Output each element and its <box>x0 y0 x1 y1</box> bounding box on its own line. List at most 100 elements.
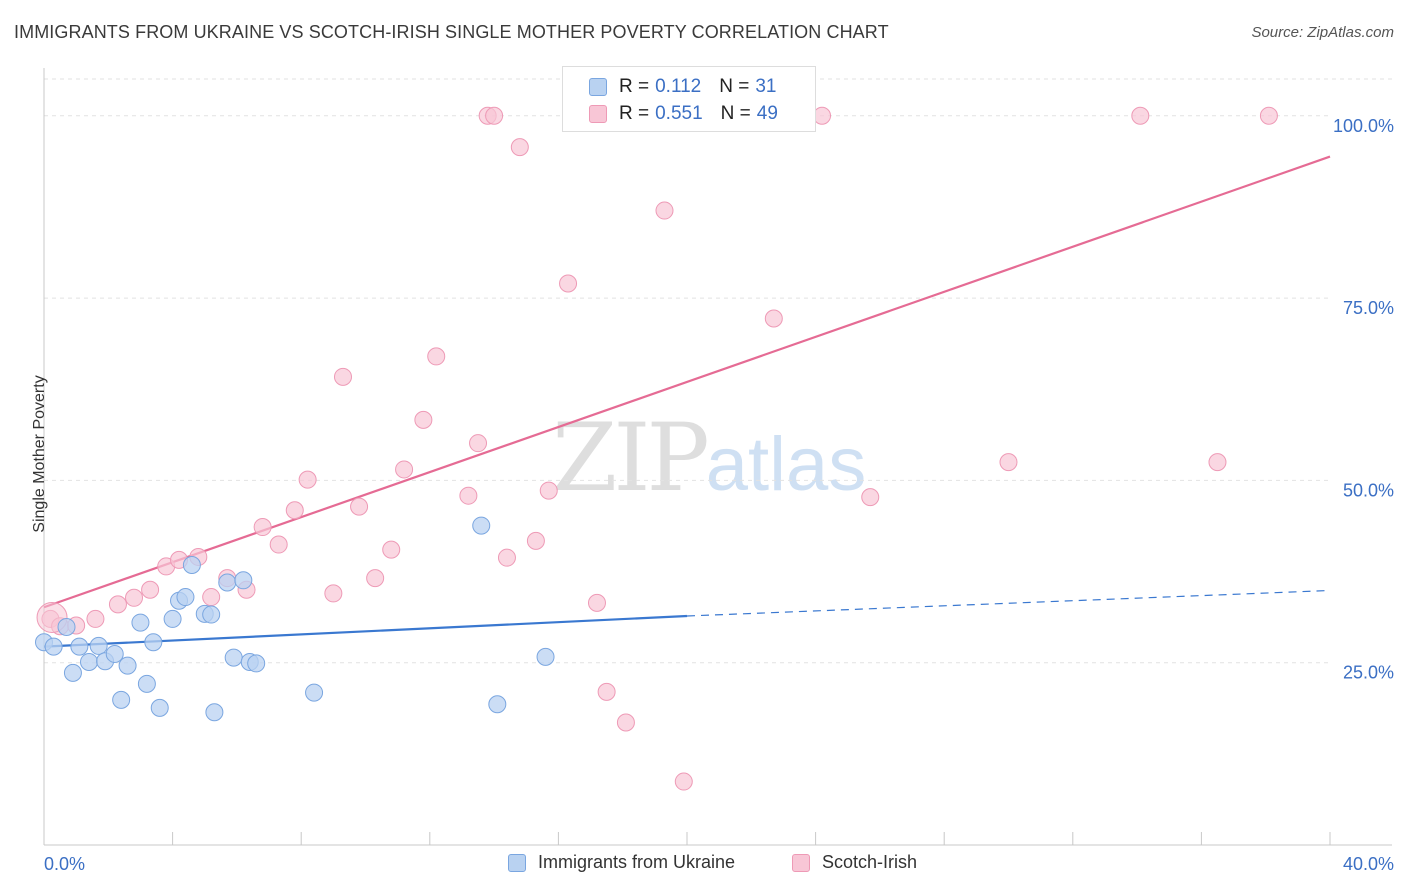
bottom-legend-swatch-ukraine <box>508 853 526 872</box>
correlation-legend: R = 0.112 N = 31 R = 0.551 N = 49 <box>562 66 816 132</box>
legend-r-label: R = <box>619 103 650 124</box>
data-point-scotch-irish <box>333 367 352 386</box>
data-point-scotch-irish <box>497 548 516 567</box>
data-point-scotch-irish <box>285 501 304 520</box>
data-point-scotch-irish <box>366 569 385 588</box>
legend-r-value: 0.551 <box>655 103 703 124</box>
y-tick-label: 100.0% <box>1333 116 1394 136</box>
data-point-scotch-irish <box>597 682 616 701</box>
data-point-scotch-irish <box>813 106 832 125</box>
data-point-scotch-irish <box>125 588 144 607</box>
data-point-scotch-irish <box>1259 106 1278 125</box>
data-point-scotch-irish <box>539 481 558 500</box>
watermark-zip: ZIP <box>552 404 710 513</box>
data-point-ukraine <box>202 605 221 624</box>
trend-line-ukraine-extrapolated <box>686 589 1331 617</box>
trend-lines <box>43 155 1331 648</box>
y-axis-label: Single Mother Poverty <box>31 375 48 533</box>
legend-n-label: N = <box>719 76 750 97</box>
data-point-scotch-irish <box>764 309 783 328</box>
data-point-ukraine <box>247 654 266 673</box>
data-point-ukraine <box>137 674 156 693</box>
data-point-ukraine <box>70 637 89 656</box>
data-point-scotch-irish <box>587 593 606 612</box>
data-point-ukraine <box>105 644 124 663</box>
data-point-scotch-irish <box>269 535 288 554</box>
data-point-scotch-irish <box>253 518 272 537</box>
data-point-ukraine <box>488 695 507 714</box>
data-point-ukraine <box>44 637 63 656</box>
data-point-scotch-irish <box>655 201 674 220</box>
data-point-scotch-irish <box>382 540 401 559</box>
watermark-atlas: atlas <box>705 422 867 507</box>
data-point-scotch-irish <box>427 347 446 366</box>
chart-source: Source: ZipAtlas.com <box>1251 24 1394 41</box>
series-scotch-irish <box>36 106 1278 791</box>
legend-row-scotch-irish: R = 0.551 N = 49 <box>589 102 778 126</box>
legend-r-label: R = <box>619 76 650 97</box>
data-point-ukraine <box>234 571 253 590</box>
watermark: ZIPatlas <box>552 404 866 513</box>
data-point-ukraine <box>144 633 163 652</box>
data-point-ukraine <box>472 516 491 535</box>
data-point-scotch-irish <box>108 595 127 614</box>
data-point-scotch-irish <box>414 410 433 429</box>
data-point-scotch-irish <box>324 584 343 603</box>
data-point-ukraine <box>224 648 243 667</box>
data-point-scotch-irish <box>202 588 221 607</box>
data-point-ukraine <box>112 690 131 709</box>
data-point-scotch-irish <box>86 609 105 628</box>
x-tick-label-max: 40.0% <box>1343 854 1394 874</box>
data-point-scotch-irish <box>485 106 504 125</box>
data-point-ukraine <box>218 573 237 592</box>
data-point-ukraine <box>89 636 108 655</box>
data-point-ukraine <box>205 703 224 722</box>
data-point-scotch-irish <box>616 713 635 732</box>
bottom-legend-scotch-irish: Scotch-Irish <box>792 852 917 873</box>
data-point-scotch-irish <box>459 486 478 505</box>
y-tick-label: 50.0% <box>1343 480 1394 500</box>
data-point-scotch-irish <box>674 772 693 791</box>
bottom-legend-label-scotch-irish: Scotch-Irish <box>822 852 918 872</box>
legend-n-label: N = <box>720 103 751 124</box>
data-point-scotch-irish <box>469 434 488 453</box>
x-tick-label-min: 0.0% <box>44 854 85 874</box>
data-point-scotch-irish <box>559 274 578 293</box>
tick-labels: 25.0% 50.0% 75.0% 100.0% 0.0% 40.0% <box>44 116 1394 874</box>
data-point-ukraine <box>150 698 169 717</box>
data-point-scotch-irish <box>999 453 1018 472</box>
bottom-legend-ukraine: Immigrants from Ukraine <box>508 852 735 873</box>
axes <box>43 68 1392 846</box>
legend-r-value: 0.112 <box>655 76 702 97</box>
legend-n-value: 31 <box>755 76 777 97</box>
data-point-ukraine <box>57 617 76 636</box>
data-point-scotch-irish <box>861 488 880 507</box>
data-point-scotch-irish <box>350 497 369 516</box>
data-point-scotch-irish <box>510 138 529 157</box>
data-point-ukraine <box>80 652 99 671</box>
chart-title: IMMIGRANTS FROM UKRAINE VS SCOTCH-IRISH … <box>14 22 889 42</box>
data-point-ukraine <box>305 683 324 702</box>
data-point-ukraine <box>536 647 555 666</box>
data-point-ukraine <box>118 656 137 675</box>
data-point-ukraine <box>163 609 182 628</box>
data-point-ukraine <box>131 613 150 632</box>
trend-line-scotch-irish <box>43 155 1331 609</box>
legend-row-ukraine: R = 0.112 N = 31 <box>589 75 777 99</box>
data-point-scotch-irish <box>1208 453 1227 472</box>
data-point-scotch-irish <box>298 470 317 489</box>
bottom-legend-label-ukraine: Immigrants from Ukraine <box>538 852 736 872</box>
data-point-scotch-irish <box>1131 106 1150 125</box>
legend-swatch-scotch-irish <box>589 105 607 123</box>
data-point-ukraine <box>182 555 201 574</box>
legend-swatch-ukraine <box>589 78 607 96</box>
data-point-ukraine <box>63 663 82 682</box>
bottom-legend-swatch-scotch-irish <box>792 853 810 872</box>
y-tick-label: 75.0% <box>1343 298 1394 318</box>
data-point-scotch-irish <box>395 460 414 479</box>
y-tick-label: 25.0% <box>1343 663 1394 683</box>
series-immigrants-from-ukraine <box>35 516 555 722</box>
data-point-scotch-irish <box>526 531 545 550</box>
legend-n-value: 49 <box>756 103 778 124</box>
